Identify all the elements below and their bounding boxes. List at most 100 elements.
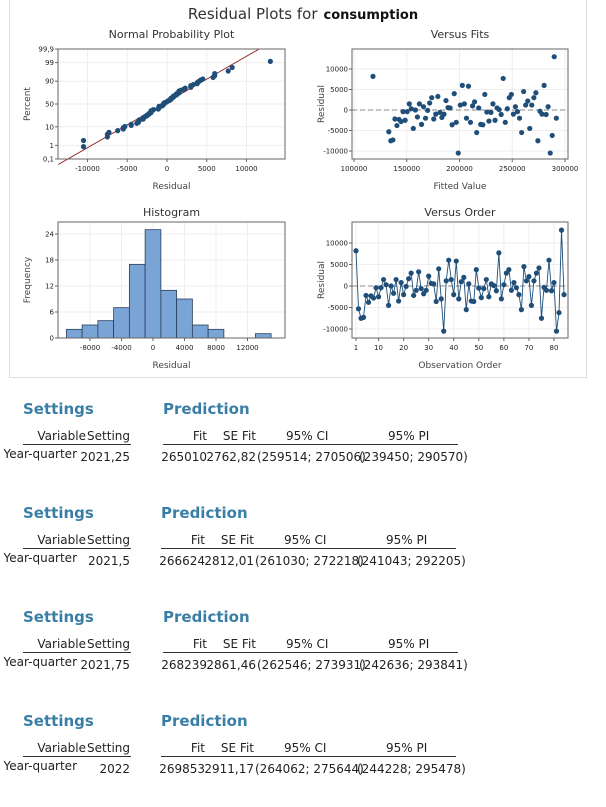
fits-point bbox=[386, 129, 392, 135]
order-point bbox=[461, 274, 467, 280]
fits-point bbox=[451, 91, 457, 97]
fits-point bbox=[525, 98, 531, 104]
fits-xlabel: Fitted Value bbox=[434, 182, 487, 192]
fits-point bbox=[496, 106, 502, 113]
normplot-point bbox=[190, 82, 196, 88]
fits-title: Versus Fits bbox=[431, 28, 490, 41]
setting-value: 2021,5 bbox=[88, 554, 130, 568]
header-fit: Fit bbox=[190, 741, 205, 755]
normplot-point bbox=[229, 64, 235, 71]
normplot-point bbox=[225, 68, 231, 74]
order-xtick-label: 60 bbox=[499, 344, 508, 352]
fits-point bbox=[429, 95, 435, 101]
fits-point bbox=[514, 109, 521, 115]
variable-value: Year-quarter bbox=[3, 759, 78, 773]
fits-point bbox=[498, 111, 504, 118]
histogram-title: Histogram bbox=[143, 206, 200, 219]
pi-value: (242636; 293841) bbox=[359, 658, 468, 672]
fits-point bbox=[437, 109, 443, 116]
fits-point bbox=[492, 117, 498, 123]
fits-point bbox=[519, 129, 525, 136]
fits-point bbox=[418, 121, 425, 127]
fits-point bbox=[410, 125, 416, 132]
order-point bbox=[446, 257, 452, 263]
fit-value: 265010 bbox=[161, 450, 207, 464]
fits-ytick-label: 0 bbox=[344, 107, 348, 115]
prediction-block: Settings Prediction Variable Setting Fit SE F… bbox=[0, 603, 606, 703]
histogram-bar bbox=[113, 307, 130, 339]
histogram-ytick-label: 24 bbox=[45, 231, 54, 239]
normplot-point bbox=[267, 58, 273, 64]
order-point bbox=[408, 270, 414, 276]
histogram-ylabel: Frequency bbox=[23, 256, 33, 303]
order-border bbox=[351, 221, 569, 339]
pi-value: (239450; 290570) bbox=[359, 450, 468, 464]
order-series-line bbox=[355, 230, 565, 332]
fit-value: 269853 bbox=[159, 762, 205, 776]
normplot-ytick-label: 1 bbox=[50, 142, 54, 150]
settings-header-rule bbox=[23, 444, 131, 445]
histogram-xlabel: Residual bbox=[152, 361, 190, 371]
prediction-header-rule bbox=[163, 444, 458, 445]
fits-point bbox=[531, 95, 537, 101]
normplot-xtick-label: 0 bbox=[165, 165, 169, 173]
fits-point bbox=[463, 115, 470, 121]
histogram-ytick-label: 18 bbox=[45, 257, 54, 265]
normplot-ytick-label: 90 bbox=[45, 78, 54, 86]
header-setting: Setting bbox=[87, 741, 130, 755]
fits-point bbox=[447, 105, 453, 111]
fits-ytick-label: -10000 bbox=[323, 148, 348, 156]
fits-point bbox=[412, 107, 419, 113]
fits-point bbox=[480, 122, 486, 128]
title-prefix: Residual Plots for bbox=[188, 5, 318, 23]
order-point bbox=[380, 276, 387, 283]
order-point bbox=[388, 283, 394, 289]
order-xtick-label: 80 bbox=[550, 344, 559, 352]
prediction-block: Settings Prediction Variable Setting Fit SE F… bbox=[0, 707, 606, 807]
header-fit: Fit bbox=[190, 533, 205, 547]
fits-point bbox=[490, 101, 496, 107]
ci-value: (259514; 270506) bbox=[257, 450, 366, 464]
histogram-xtick-label: 12000 bbox=[236, 344, 258, 352]
title-response: consumption bbox=[324, 8, 419, 23]
order-point bbox=[370, 295, 377, 301]
order-point bbox=[551, 279, 557, 286]
fits-point bbox=[539, 111, 545, 117]
fits-point bbox=[457, 102, 463, 108]
prediction-heading: Prediction bbox=[161, 712, 248, 730]
header-se-fit: SE Fit bbox=[222, 637, 256, 651]
fits-point bbox=[476, 105, 482, 111]
fits-point bbox=[541, 82, 547, 88]
fits-point bbox=[404, 109, 410, 115]
order-point bbox=[546, 257, 552, 263]
fits-ytick-label: 5000 bbox=[330, 86, 348, 94]
histogram-bar bbox=[128, 263, 146, 339]
fits-point bbox=[408, 106, 414, 112]
fits-point bbox=[400, 109, 406, 115]
fits-ylabel: Residual bbox=[317, 85, 327, 123]
normplot-point bbox=[150, 107, 157, 113]
order-point bbox=[441, 328, 447, 334]
prediction-block: Settings Prediction Variable Setting Fit SE F… bbox=[0, 499, 606, 599]
header-variable: Variable bbox=[37, 533, 86, 547]
fits-point bbox=[453, 119, 459, 125]
settings-heading: Settings bbox=[23, 712, 94, 730]
order-point bbox=[360, 314, 367, 320]
order-point bbox=[478, 295, 484, 301]
fits-point bbox=[500, 75, 506, 82]
order-point bbox=[538, 315, 545, 321]
fits-point bbox=[533, 90, 539, 96]
order-point bbox=[523, 278, 530, 284]
fits-point bbox=[392, 116, 398, 122]
order-ytick-label: 5000 bbox=[330, 261, 348, 269]
ci-value: (264062; 275644) bbox=[255, 762, 364, 776]
order-point bbox=[458, 279, 464, 285]
order-point bbox=[451, 292, 457, 298]
normplot-xtick-label: -10000 bbox=[75, 165, 100, 173]
header-setting: Setting bbox=[87, 429, 130, 443]
order-point bbox=[355, 306, 362, 312]
order-point bbox=[431, 281, 437, 287]
normplot-point bbox=[80, 144, 87, 150]
fits-point bbox=[398, 118, 404, 125]
normplot-xtick-label: 5000 bbox=[198, 165, 216, 173]
